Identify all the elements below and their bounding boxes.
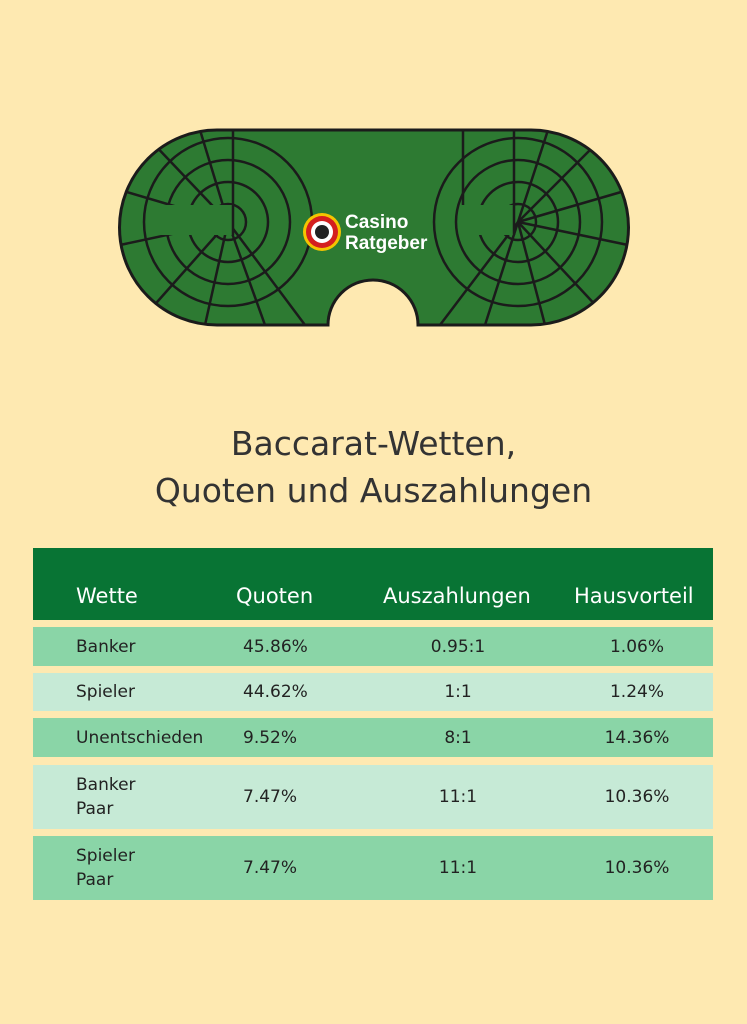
table-row: Spieler Paar 7.47% 11:1 10.36%	[33, 836, 713, 900]
header-cell: Auszahlungen	[383, 584, 531, 608]
table-cell: Spieler Paar	[76, 846, 135, 890]
header-cell: Quoten	[236, 584, 314, 608]
table-cell: 7.47%	[243, 858, 298, 878]
table-row: Banker 45.86% 0.95:1 1.06%	[33, 627, 713, 666]
table-cell: 14.36%	[604, 727, 670, 748]
table-cell: Banker	[76, 636, 136, 657]
table-cell: Banker Paar	[76, 775, 136, 819]
table-cell: 44.62%	[243, 682, 308, 702]
table-cell: 1.06%	[609, 636, 665, 657]
header-cell: Hausvorteil	[574, 584, 694, 608]
table-cell: 7.47%	[243, 787, 298, 807]
header-cell: Wette	[76, 584, 138, 608]
table-cell: 45.86%	[243, 636, 308, 657]
table-row: Unentschieden 9.52% 8:1 14.36%	[33, 718, 713, 757]
table-cell: 11:1	[438, 858, 478, 878]
title: Baccarat-Wetten, Quoten und Auszahlungen	[0, 420, 747, 514]
table-cell: 8:1	[444, 727, 472, 748]
title-line: Quoten und Auszahlungen	[154, 471, 593, 510]
table-cell: 10.36%	[604, 858, 670, 878]
table-row: Spieler 44.62% 1:1 1.24%	[33, 673, 713, 711]
table-cell: 1:1	[444, 682, 472, 702]
table-header: Wette Quoten Auszahlungen Hausvorteil	[33, 548, 713, 620]
table-cell: 0.95:1	[430, 636, 486, 657]
logo-line-2: Ratgeber	[345, 233, 428, 254]
logo: Casino Ratgeber	[303, 212, 428, 254]
table-cell: 9.52%	[243, 727, 298, 748]
title-line: Baccarat-Wetten,	[230, 424, 517, 463]
baccarat-table: Casino Ratgeber	[118, 128, 630, 327]
table-cell: 1.24%	[609, 682, 665, 702]
table-row: Banker Paar 7.47% 11:1 10.36%	[33, 765, 713, 829]
table-cell: Spieler	[76, 682, 135, 702]
logo-line-1: Casino	[345, 212, 408, 233]
table-cell: 10.36%	[604, 787, 670, 807]
table-cell: 11:1	[438, 787, 478, 807]
table-cell: Unentschieden	[76, 727, 204, 748]
